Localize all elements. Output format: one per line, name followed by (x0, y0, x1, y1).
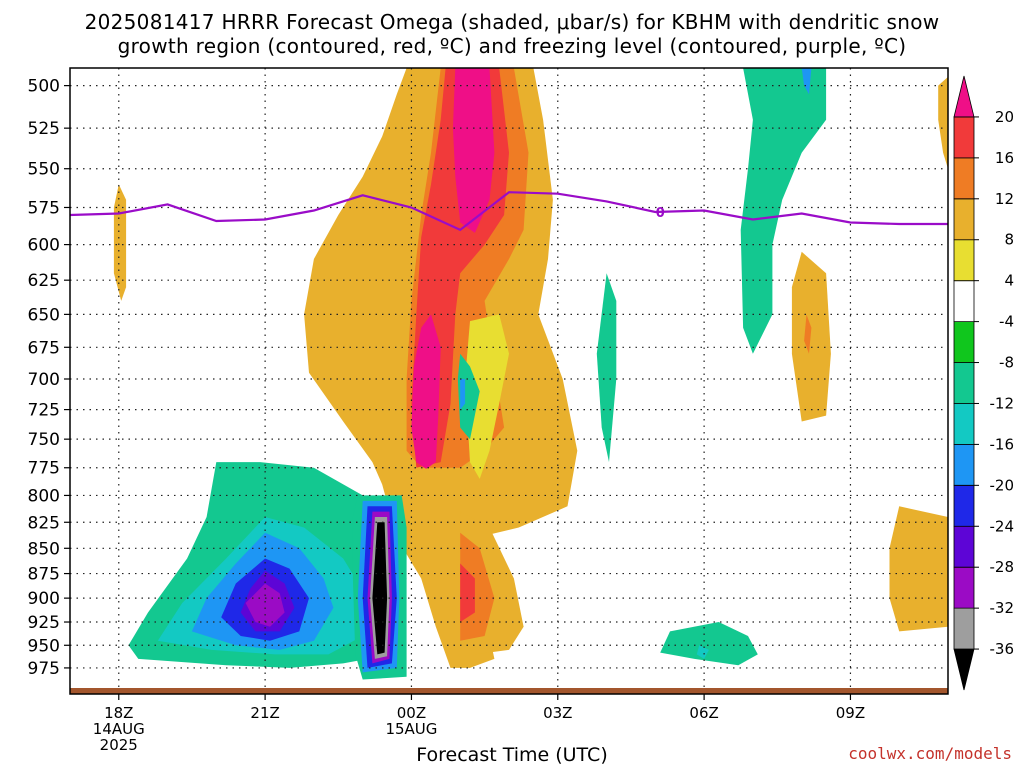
colorbar-label-4: -20 (990, 476, 1015, 494)
y-tick-label-875: 875 (28, 565, 60, 585)
ground-bar (70, 688, 948, 694)
colorbar-label-5: -16 (990, 435, 1015, 453)
omega-region-6 (457, 353, 480, 440)
omega-region-22 (372, 522, 388, 655)
y-tick-label-925: 925 (28, 613, 60, 633)
colorbar-segment-14 (953, 75, 975, 118)
credit-text[interactable]: coolwx.com/models (848, 744, 1012, 763)
colorbar-label-12: 16 (995, 149, 1014, 167)
colorbar-segment-1 (953, 607, 975, 650)
y-tick-label-625: 625 (28, 271, 60, 291)
colorbar-segment-5 (953, 444, 975, 486)
chart-title-line2: growth region (contoured, red, ºC) and f… (117, 34, 907, 58)
y-tick-label-800: 800 (28, 486, 60, 506)
x-tick-label-12-0: 06Z (689, 704, 718, 722)
omega-region-16 (245, 583, 285, 627)
colorbar-label-11: 12 (995, 190, 1014, 208)
colorbar-label-13: 20 (995, 108, 1014, 126)
colorbar-label-0: -36 (990, 640, 1015, 658)
omega-region-32 (938, 76, 948, 169)
omega-region-29 (660, 622, 758, 666)
omega-region-26 (596, 273, 617, 463)
y-axis: 500 525 550 575 600 625 650 675 700 725 750 775 800 8… (28, 77, 70, 679)
omega-region-28 (804, 314, 812, 354)
omega-region-7 (460, 379, 466, 410)
y-tick-label-900: 900 (28, 589, 60, 609)
colorbar-label-10: 8 (1004, 231, 1014, 249)
omega-region-4 (411, 314, 441, 469)
omega-region-23 (113, 184, 127, 301)
colorbar-label-1: -32 (990, 599, 1015, 617)
colorbar-label-3: -24 (990, 517, 1015, 535)
x-tick-label-9-0: 03Z (543, 704, 572, 722)
colorbar-label-7: -8 (999, 354, 1014, 372)
omega-shading (113, 68, 948, 680)
y-tick-label-525: 525 (28, 119, 60, 139)
chart-title-line1: 2025081417 HRRR Forecast Omega (shaded, … (84, 10, 940, 34)
y-tick-label-575: 575 (28, 198, 60, 218)
x-tick-label-15-0: 09Z (836, 704, 865, 722)
colorbar-segment-10 (953, 239, 975, 282)
x-tick-label-6-1: 15AUG (385, 720, 437, 738)
y-tick-label-675: 675 (28, 338, 60, 358)
colorbar-segment-12 (953, 157, 975, 200)
omega-region-10 (460, 563, 475, 622)
colorbar-segment-6 (953, 403, 975, 445)
colorbar-segment-8 (953, 321, 975, 363)
x-axis-label: Forecast Time (UTC) (416, 744, 608, 766)
colorbar-segment-9 (953, 280, 975, 322)
x-tick-label-0-2: 2025 (100, 736, 138, 754)
colorbar-segment-13 (953, 116, 975, 159)
plot-frame (69, 67, 949, 695)
freezing-level-contour: 0 (70, 191, 948, 232)
colorbar-segment-0 (953, 648, 975, 691)
omega-region-27 (791, 251, 831, 422)
x-tick-label-6-0: 00Z (397, 704, 426, 722)
colorbar-label-6: -12 (990, 394, 1015, 412)
y-tick-label-825: 825 (28, 513, 60, 533)
omega-region-24 (740, 68, 827, 354)
chart-title: 2025081417 HRRR Forecast Omega (shaded, … (0, 10, 1024, 58)
y-tick-label-775: 775 (28, 459, 60, 479)
y-tick-label-750: 750 (28, 430, 60, 450)
colorbar-segment-3 (953, 525, 975, 568)
omega-region-25 (801, 68, 812, 95)
y-tick-label-975: 975 (28, 659, 60, 679)
y-tick-label-700: 700 (28, 370, 60, 390)
omega-region-31 (889, 506, 948, 632)
colorbar-segment-4 (953, 484, 975, 527)
omega-region-30 (696, 645, 709, 659)
y-tick-label-725: 725 (28, 401, 60, 421)
y-tick-label-550: 550 (28, 160, 60, 180)
y-tick-label-950: 950 (28, 636, 60, 656)
x-tick-label-3-0: 21Z (250, 704, 279, 722)
omega-region-5 (465, 314, 509, 479)
colorbar-label-2: -28 (990, 558, 1015, 576)
y-tick-label-600: 600 (28, 236, 60, 256)
y-tick-label-850: 850 (28, 539, 60, 559)
colorbar-segment-2 (953, 566, 975, 609)
y-tick-label-650: 650 (28, 305, 60, 325)
omega-region-3 (452, 68, 495, 233)
x-tick-label-0-1: 14AUG (93, 720, 145, 738)
y-tick-label-500: 500 (28, 77, 60, 97)
x-tick-label-0-0: 18Z (104, 704, 133, 722)
colorbar: -36 -32 -28 -24 -20 -16 -12 -8 -4 4 8 12 16 20 (953, 75, 1015, 691)
freezing-level-label: 0 (656, 206, 665, 221)
colorbar-segment-7 (953, 362, 975, 404)
colorbar-segment-11 (953, 198, 975, 241)
freezing-level-line (70, 191, 948, 232)
colorbar-label-9: 4 (1004, 272, 1014, 290)
colorbar-label-8: -4 (999, 313, 1014, 331)
